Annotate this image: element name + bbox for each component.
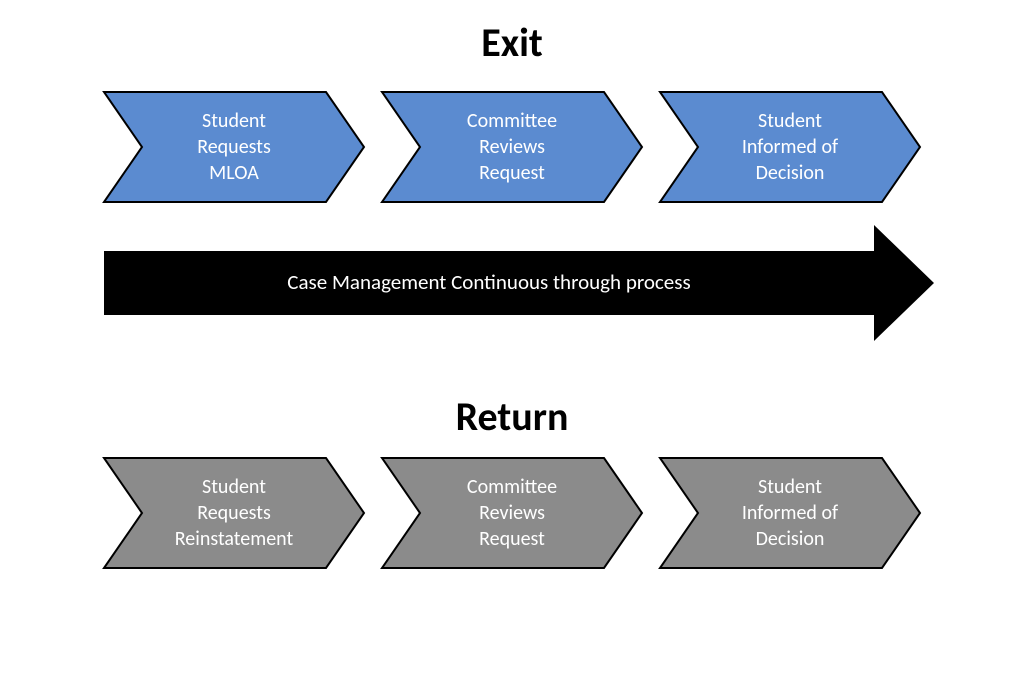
case-management-arrow-label: Case Management Continuous through proce… (287, 269, 690, 295)
svg-text:Reinstatement: Reinstatement (175, 527, 294, 551)
svg-text:Request: Request (479, 527, 545, 551)
svg-text:Reviews: Reviews (479, 501, 545, 525)
svg-text:Requests: Requests (197, 501, 271, 525)
svg-text:Informed of: Informed of (742, 135, 838, 159)
diagram-canvas: Exit Return StudentRequestsMLOACommittee… (0, 0, 1024, 679)
svg-text:Decision: Decision (756, 527, 825, 551)
exit-step-2-label: CommitteeReviewsRequest (467, 109, 557, 185)
exit-step-1: StudentRequestsMLOA (104, 92, 364, 202)
svg-text:Requests: Requests (197, 135, 271, 159)
svg-text:Student: Student (202, 109, 266, 133)
svg-text:Committee: Committee (467, 109, 557, 133)
svg-text:Committee: Committee (467, 475, 557, 499)
svg-text:Decision: Decision (756, 161, 825, 185)
exit-step-2: CommitteeReviewsRequest (382, 92, 642, 202)
return-step-2: CommitteeReviewsRequest (382, 458, 642, 568)
exit-step-3: StudentInformed ofDecision (660, 92, 920, 202)
svg-text:Request: Request (479, 161, 545, 185)
case-management-arrow: Case Management Continuous through proce… (104, 225, 934, 341)
return-step-3: StudentInformed ofDecision (660, 458, 920, 568)
svg-text:Student: Student (758, 109, 822, 133)
svg-text:Informed of: Informed of (742, 501, 838, 525)
svg-text:Student: Student (758, 475, 822, 499)
svg-text:Reviews: Reviews (479, 135, 545, 159)
return-step-2-label: CommitteeReviewsRequest (467, 475, 557, 551)
svg-text:MLOA: MLOA (209, 161, 259, 185)
return-step-1: StudentRequestsReinstatement (104, 458, 364, 568)
shapes-layer: StudentRequestsMLOACommitteeReviewsReque… (0, 0, 1024, 679)
svg-text:Student: Student (202, 475, 266, 499)
